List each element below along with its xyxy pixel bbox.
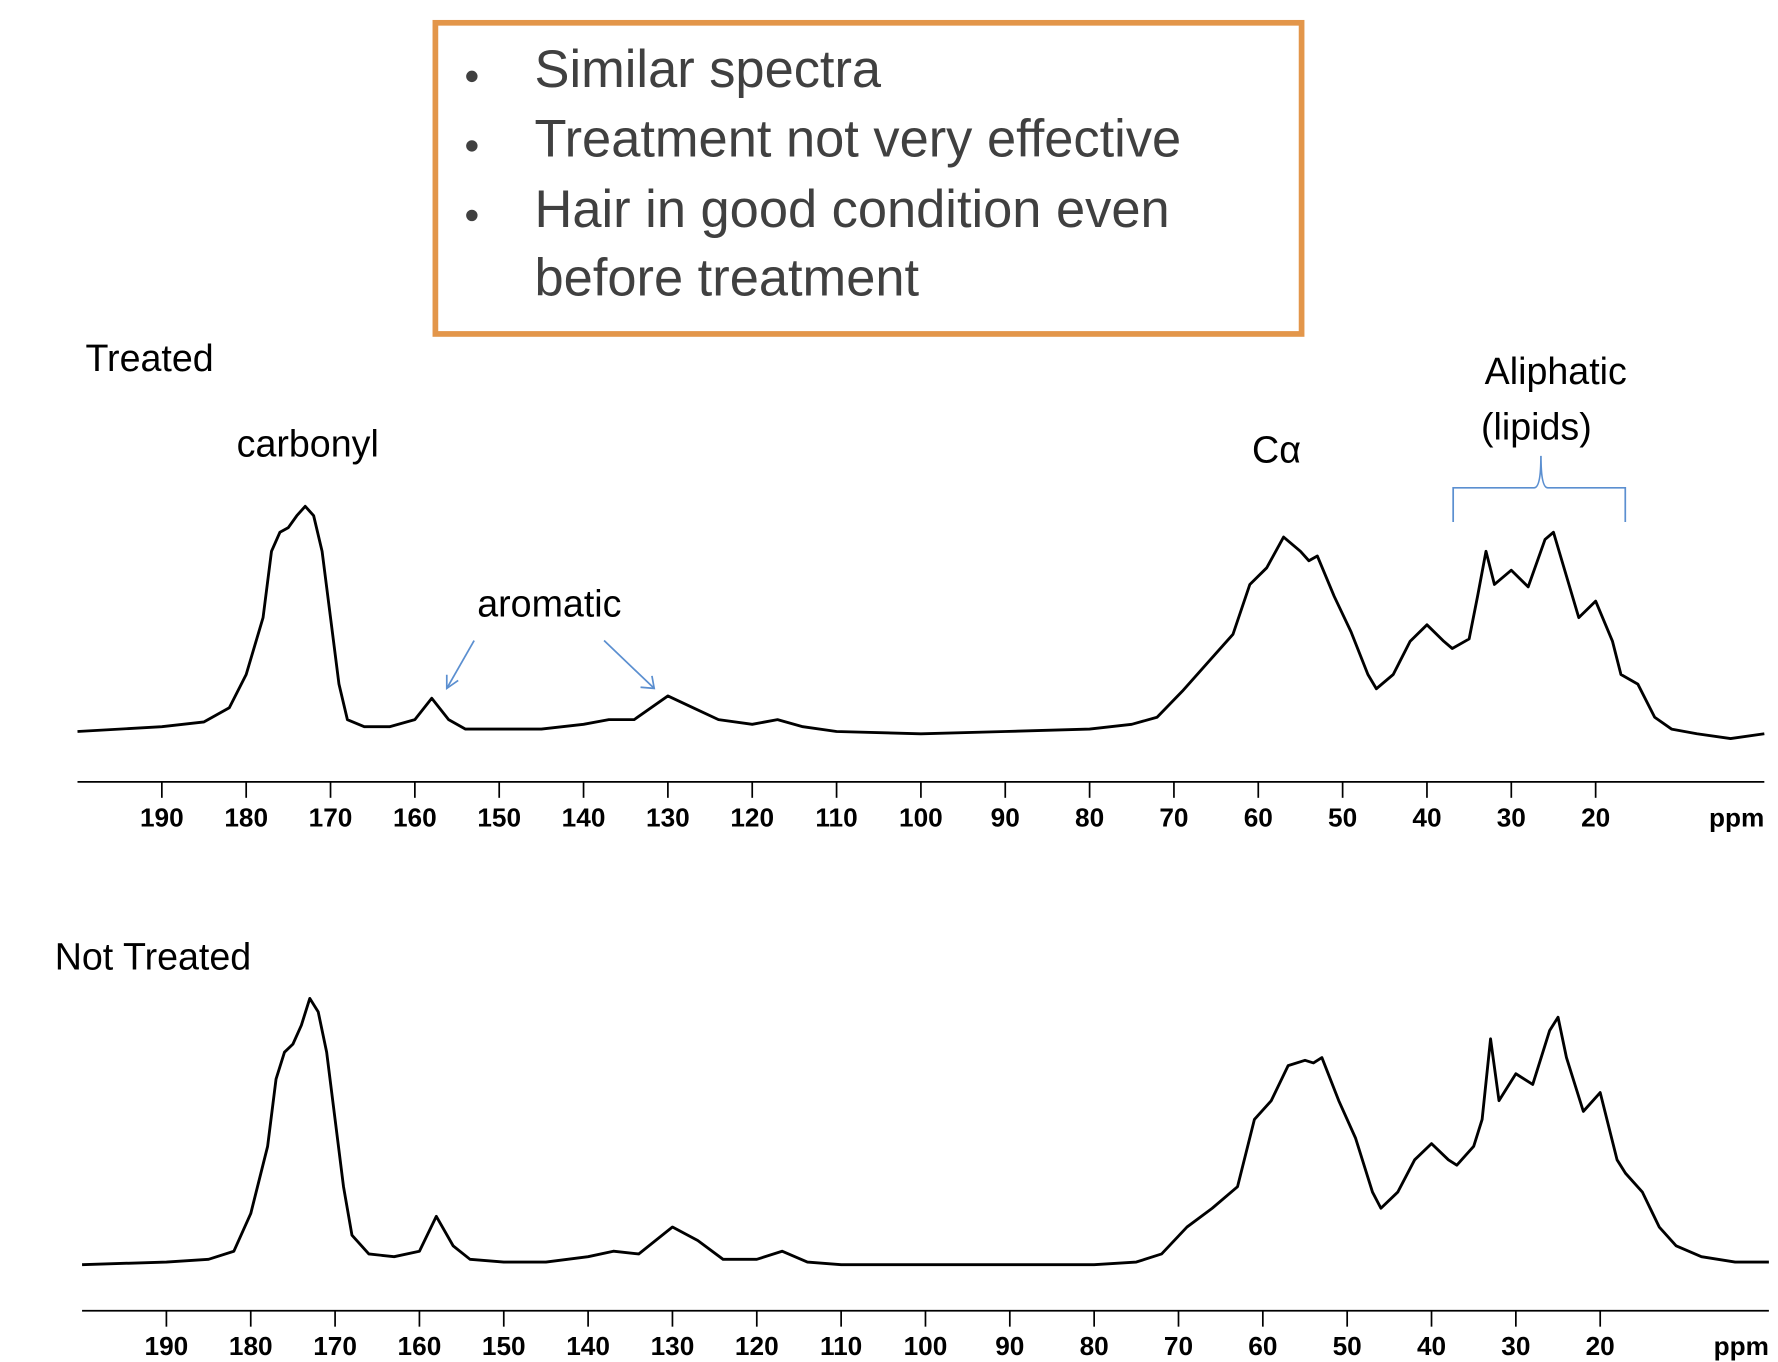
annotation: carbonyl — [237, 423, 379, 465]
brace — [1452, 455, 1627, 523]
arrow — [603, 639, 655, 690]
bullet-dot — [466, 140, 478, 152]
x-tick-label: 40 — [1412, 802, 1441, 832]
x-tick-label: 30 — [1501, 1331, 1530, 1361]
panel-title: Treated — [85, 337, 213, 379]
arrow — [446, 640, 475, 689]
annotation: (lipids) — [1481, 406, 1592, 448]
bullet-dots — [466, 70, 478, 222]
annotation: Cα — [1252, 428, 1301, 470]
x-tick-label: 70 — [1164, 1331, 1193, 1361]
annotation: aromatic — [477, 582, 621, 624]
x-tick-label: 80 — [1080, 1331, 1109, 1361]
bullet-text: Treatment not very effective — [535, 110, 1182, 168]
annotation: Aliphatic — [1485, 350, 1627, 392]
x-tick-label: 90 — [991, 802, 1020, 832]
x-tick-label: 20 — [1581, 802, 1610, 832]
x-tick-label: 170 — [313, 1331, 357, 1361]
x-tick-label: 110 — [815, 802, 857, 832]
x-tick-label: 180 — [224, 802, 268, 832]
x-tick-label: 190 — [145, 1331, 189, 1361]
x-tick-label: 130 — [651, 1331, 695, 1361]
x-tick-label: 120 — [735, 1331, 779, 1361]
spectrum-line — [77, 504, 1765, 740]
x-tick-label: 180 — [229, 1331, 273, 1361]
panel-title: Not Treated — [55, 936, 252, 978]
x-tick-label: 90 — [995, 1331, 1024, 1361]
bullet-text: Similar spectra — [535, 41, 882, 99]
x-tick-label: 50 — [1328, 802, 1357, 832]
x-tick-label: 150 — [477, 802, 521, 832]
x-tick-label: 100 — [899, 802, 943, 832]
x-tick-label: 160 — [393, 802, 437, 832]
bullet-dot — [466, 209, 478, 222]
x-tick-label: 80 — [1075, 802, 1104, 832]
bullet-text: Hair in good condition even — [535, 181, 1170, 239]
bullet-text: before treatment — [535, 249, 920, 307]
annotation-arrows — [445, 455, 1627, 691]
x-tick-label: 50 — [1333, 1331, 1362, 1361]
x-tick-label: 130 — [646, 802, 690, 832]
x-tick-label: 40 — [1417, 1331, 1446, 1361]
x-tick-label: 70 — [1159, 802, 1188, 832]
spectrum-line — [82, 996, 1769, 1267]
x-tick-label: 60 — [1244, 802, 1273, 832]
x-axis-label: ppm — [1709, 802, 1764, 832]
x-tick-label: 170 — [309, 802, 353, 832]
x-tick-label: 160 — [398, 1331, 442, 1361]
bullet-dot — [466, 70, 478, 83]
x-tick-label: 150 — [482, 1331, 526, 1361]
x-axis-label: ppm — [1714, 1331, 1769, 1361]
note-box — [432, 19, 1305, 337]
x-tick-label: 190 — [140, 802, 184, 832]
x-tick-label: 120 — [730, 802, 774, 832]
x-tick-label: 30 — [1497, 802, 1526, 832]
x-tick-label: 140 — [566, 1331, 610, 1361]
x-tick-label: 20 — [1586, 1331, 1615, 1361]
arrow-head — [445, 674, 459, 691]
x-tick-label: 100 — [904, 1331, 948, 1361]
x-tick-label: 140 — [562, 802, 606, 832]
x-tick-label: 60 — [1248, 1331, 1277, 1361]
x-tick-label: 110 — [820, 1331, 862, 1361]
arrow-head — [640, 675, 656, 690]
